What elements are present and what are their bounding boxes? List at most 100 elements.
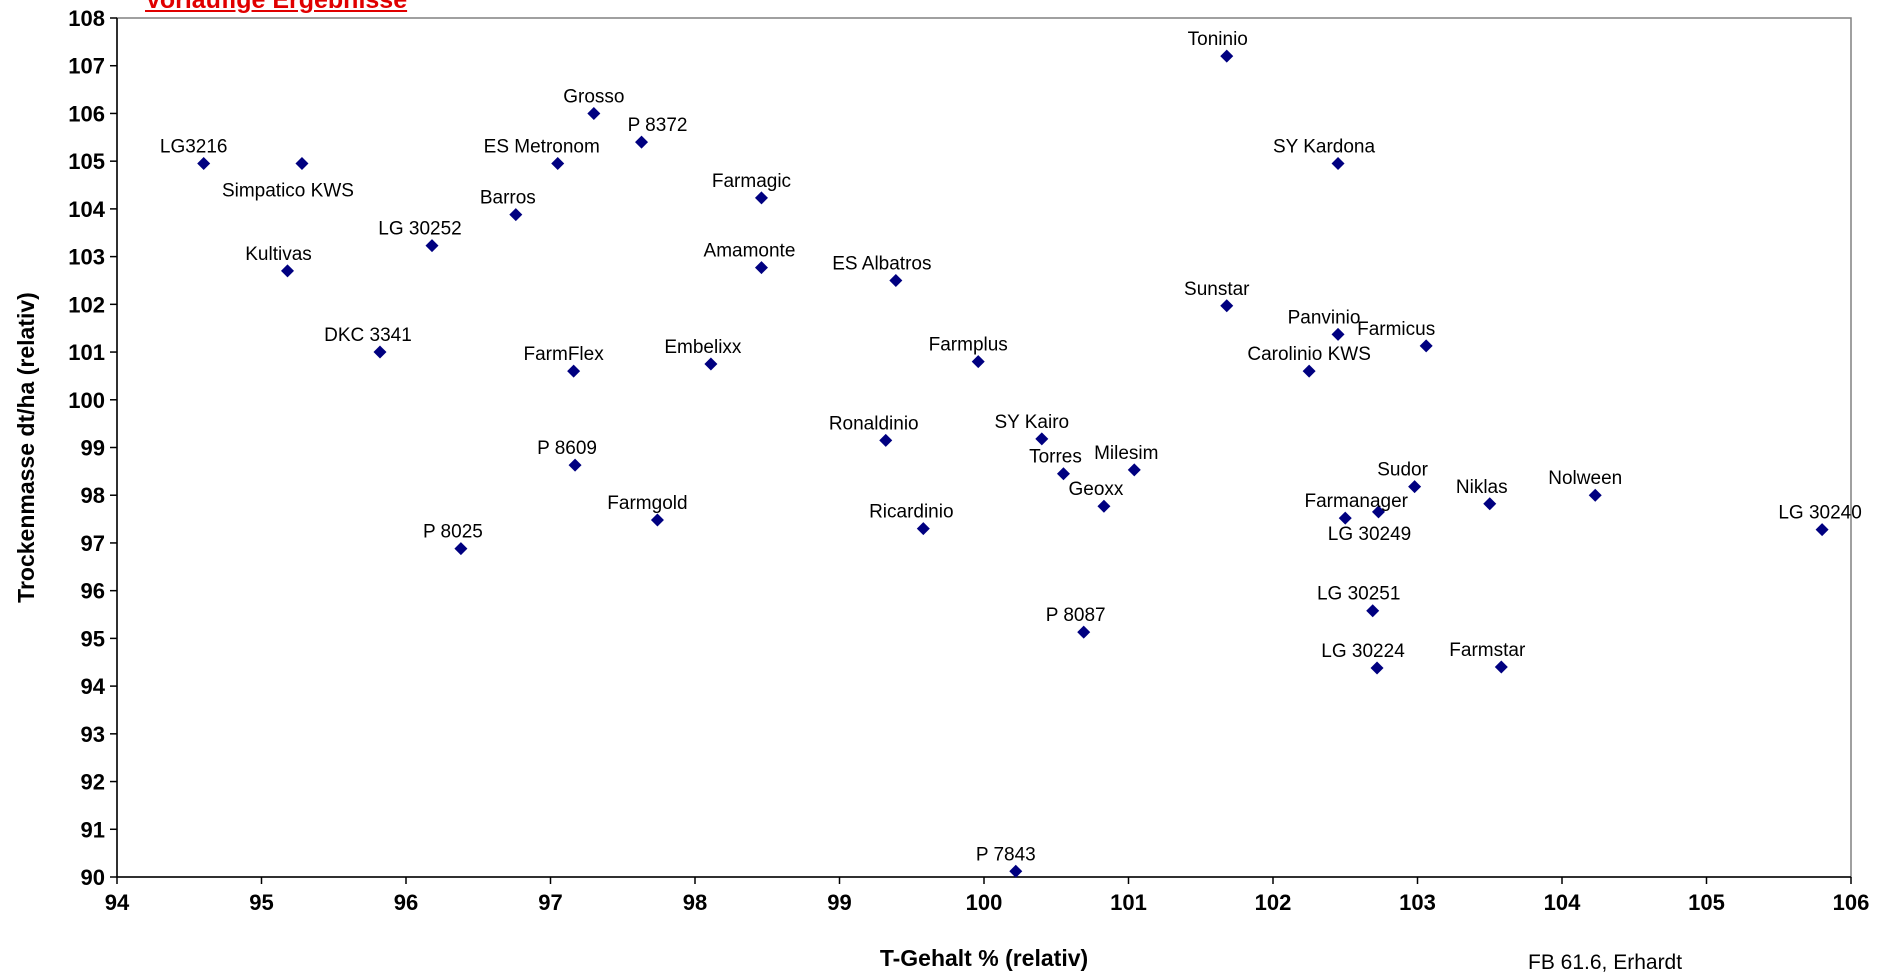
y-tick-label: 102	[68, 292, 105, 317]
data-label: Barros	[480, 188, 536, 209]
source-note: FB 61.6, Erhardt	[1528, 951, 1683, 974]
y-tick-label: 108	[68, 6, 105, 31]
data-label: Sunstar	[1184, 279, 1250, 300]
data-label: Grosso	[563, 86, 624, 107]
y-tick-label: 106	[68, 101, 105, 126]
x-tick-label: 98	[683, 890, 707, 915]
y-tick-label: 101	[68, 340, 105, 365]
data-points	[197, 49, 1829, 878]
data-label: Carolinio KWS	[1247, 344, 1371, 365]
x-tick-label: 100	[966, 890, 1003, 915]
data-label: Farmstar	[1449, 640, 1526, 661]
data-point	[754, 261, 768, 275]
data-point	[971, 355, 985, 369]
x-tick-label: 95	[249, 890, 273, 915]
data-point	[650, 513, 664, 527]
data-point	[1220, 49, 1234, 63]
data-label: P 8372	[628, 115, 688, 136]
data-label: Farmagic	[712, 171, 791, 192]
data-point	[1220, 299, 1234, 313]
data-label: FarmFlex	[524, 344, 605, 365]
data-label: Farmicus	[1357, 319, 1435, 340]
data-label: SY Kardona	[1273, 137, 1376, 158]
data-point	[1370, 661, 1384, 675]
y-tick-label: 90	[81, 865, 105, 890]
data-point	[509, 208, 523, 222]
data-label: Toninio	[1188, 29, 1248, 50]
data-label: LG 30252	[378, 219, 461, 240]
plot-area	[116, 17, 1852, 878]
data-label: P 8609	[537, 438, 597, 459]
data-point	[754, 191, 768, 205]
data-point	[1077, 625, 1091, 639]
data-label: Geoxx	[1068, 479, 1123, 500]
data-point	[1056, 467, 1070, 481]
data-point	[1408, 480, 1422, 494]
data-point	[567, 364, 581, 378]
data-label: LG3216	[160, 137, 228, 158]
data-point	[587, 106, 601, 120]
data-point	[916, 522, 930, 536]
data-point	[1483, 497, 1497, 511]
data-point	[1127, 463, 1141, 477]
data-label: LG 30251	[1317, 584, 1400, 605]
data-point	[454, 542, 468, 556]
x-tick-label: 105	[1688, 890, 1725, 915]
y-tick-label: 99	[81, 436, 105, 461]
data-label: LG 30240	[1778, 503, 1861, 524]
data-point	[704, 357, 718, 371]
data-label: Kultivas	[245, 244, 312, 265]
data-point	[197, 157, 211, 171]
data-point	[568, 458, 582, 472]
data-label: Farmplus	[929, 335, 1008, 356]
data-point	[1035, 432, 1049, 446]
data-label: Sudor	[1377, 460, 1428, 481]
x-tick-label: 104	[1544, 890, 1581, 915]
y-tick-label: 96	[81, 579, 105, 604]
y-axis: 90 91 92 93 94 95 96 97 98 99 100 101 102 103 104 105 10…	[68, 6, 118, 890]
y-tick-label: 92	[81, 770, 105, 795]
data-label: Nolween	[1548, 468, 1622, 489]
data-label: Amamonte	[704, 241, 796, 262]
data-label: Torres	[1029, 447, 1082, 468]
data-point	[281, 264, 295, 278]
x-tick-label: 99	[827, 890, 851, 915]
y-tick-label: 103	[68, 245, 105, 270]
y-tick-label: 93	[81, 722, 105, 747]
data-point	[373, 345, 387, 359]
data-label: Milesim	[1094, 443, 1158, 464]
data-label: SY Kairo	[994, 412, 1069, 433]
data-label: ES Metronom	[484, 137, 600, 158]
data-point	[1302, 364, 1316, 378]
y-tick-label: 95	[81, 626, 105, 651]
x-tick-label: 102	[1255, 890, 1292, 915]
data-point	[1331, 327, 1345, 341]
data-point	[879, 433, 893, 447]
data-label: Farmanager	[1305, 491, 1409, 512]
data-point	[1338, 511, 1352, 525]
x-axis: 94 95 96 97 98 99 100 101 102 103 104 105 106	[105, 876, 1869, 915]
data-point	[295, 157, 309, 171]
x-axis-title: T-Gehalt % (relativ)	[880, 945, 1088, 971]
data-point	[1419, 339, 1433, 353]
data-label: Ronaldinio	[829, 413, 919, 434]
data-label: P 8025	[423, 522, 483, 543]
data-label: LG 30249	[1328, 524, 1411, 545]
data-label: LG 30224	[1321, 641, 1405, 662]
y-tick-label: 107	[68, 54, 105, 79]
y-tick-label: 91	[81, 817, 105, 842]
y-axis-title: Trockenmasse dt/ha (relativ)	[13, 292, 39, 603]
x-tick-label: 96	[394, 890, 418, 915]
data-point	[1331, 157, 1345, 171]
data-labels: LG3216 Simpatico KWS Kultivas DKC 3341 LG 30…	[160, 29, 1862, 865]
x-tick-label: 101	[1110, 890, 1147, 915]
data-point	[1371, 505, 1385, 519]
data-point	[1366, 604, 1380, 618]
data-point	[1009, 864, 1023, 878]
x-tick-label: 97	[538, 890, 562, 915]
data-label: Embelixx	[664, 337, 742, 358]
y-tick-label: 94	[81, 674, 106, 699]
data-label: P 7843	[976, 844, 1036, 865]
data-label: Simpatico KWS	[222, 181, 354, 202]
